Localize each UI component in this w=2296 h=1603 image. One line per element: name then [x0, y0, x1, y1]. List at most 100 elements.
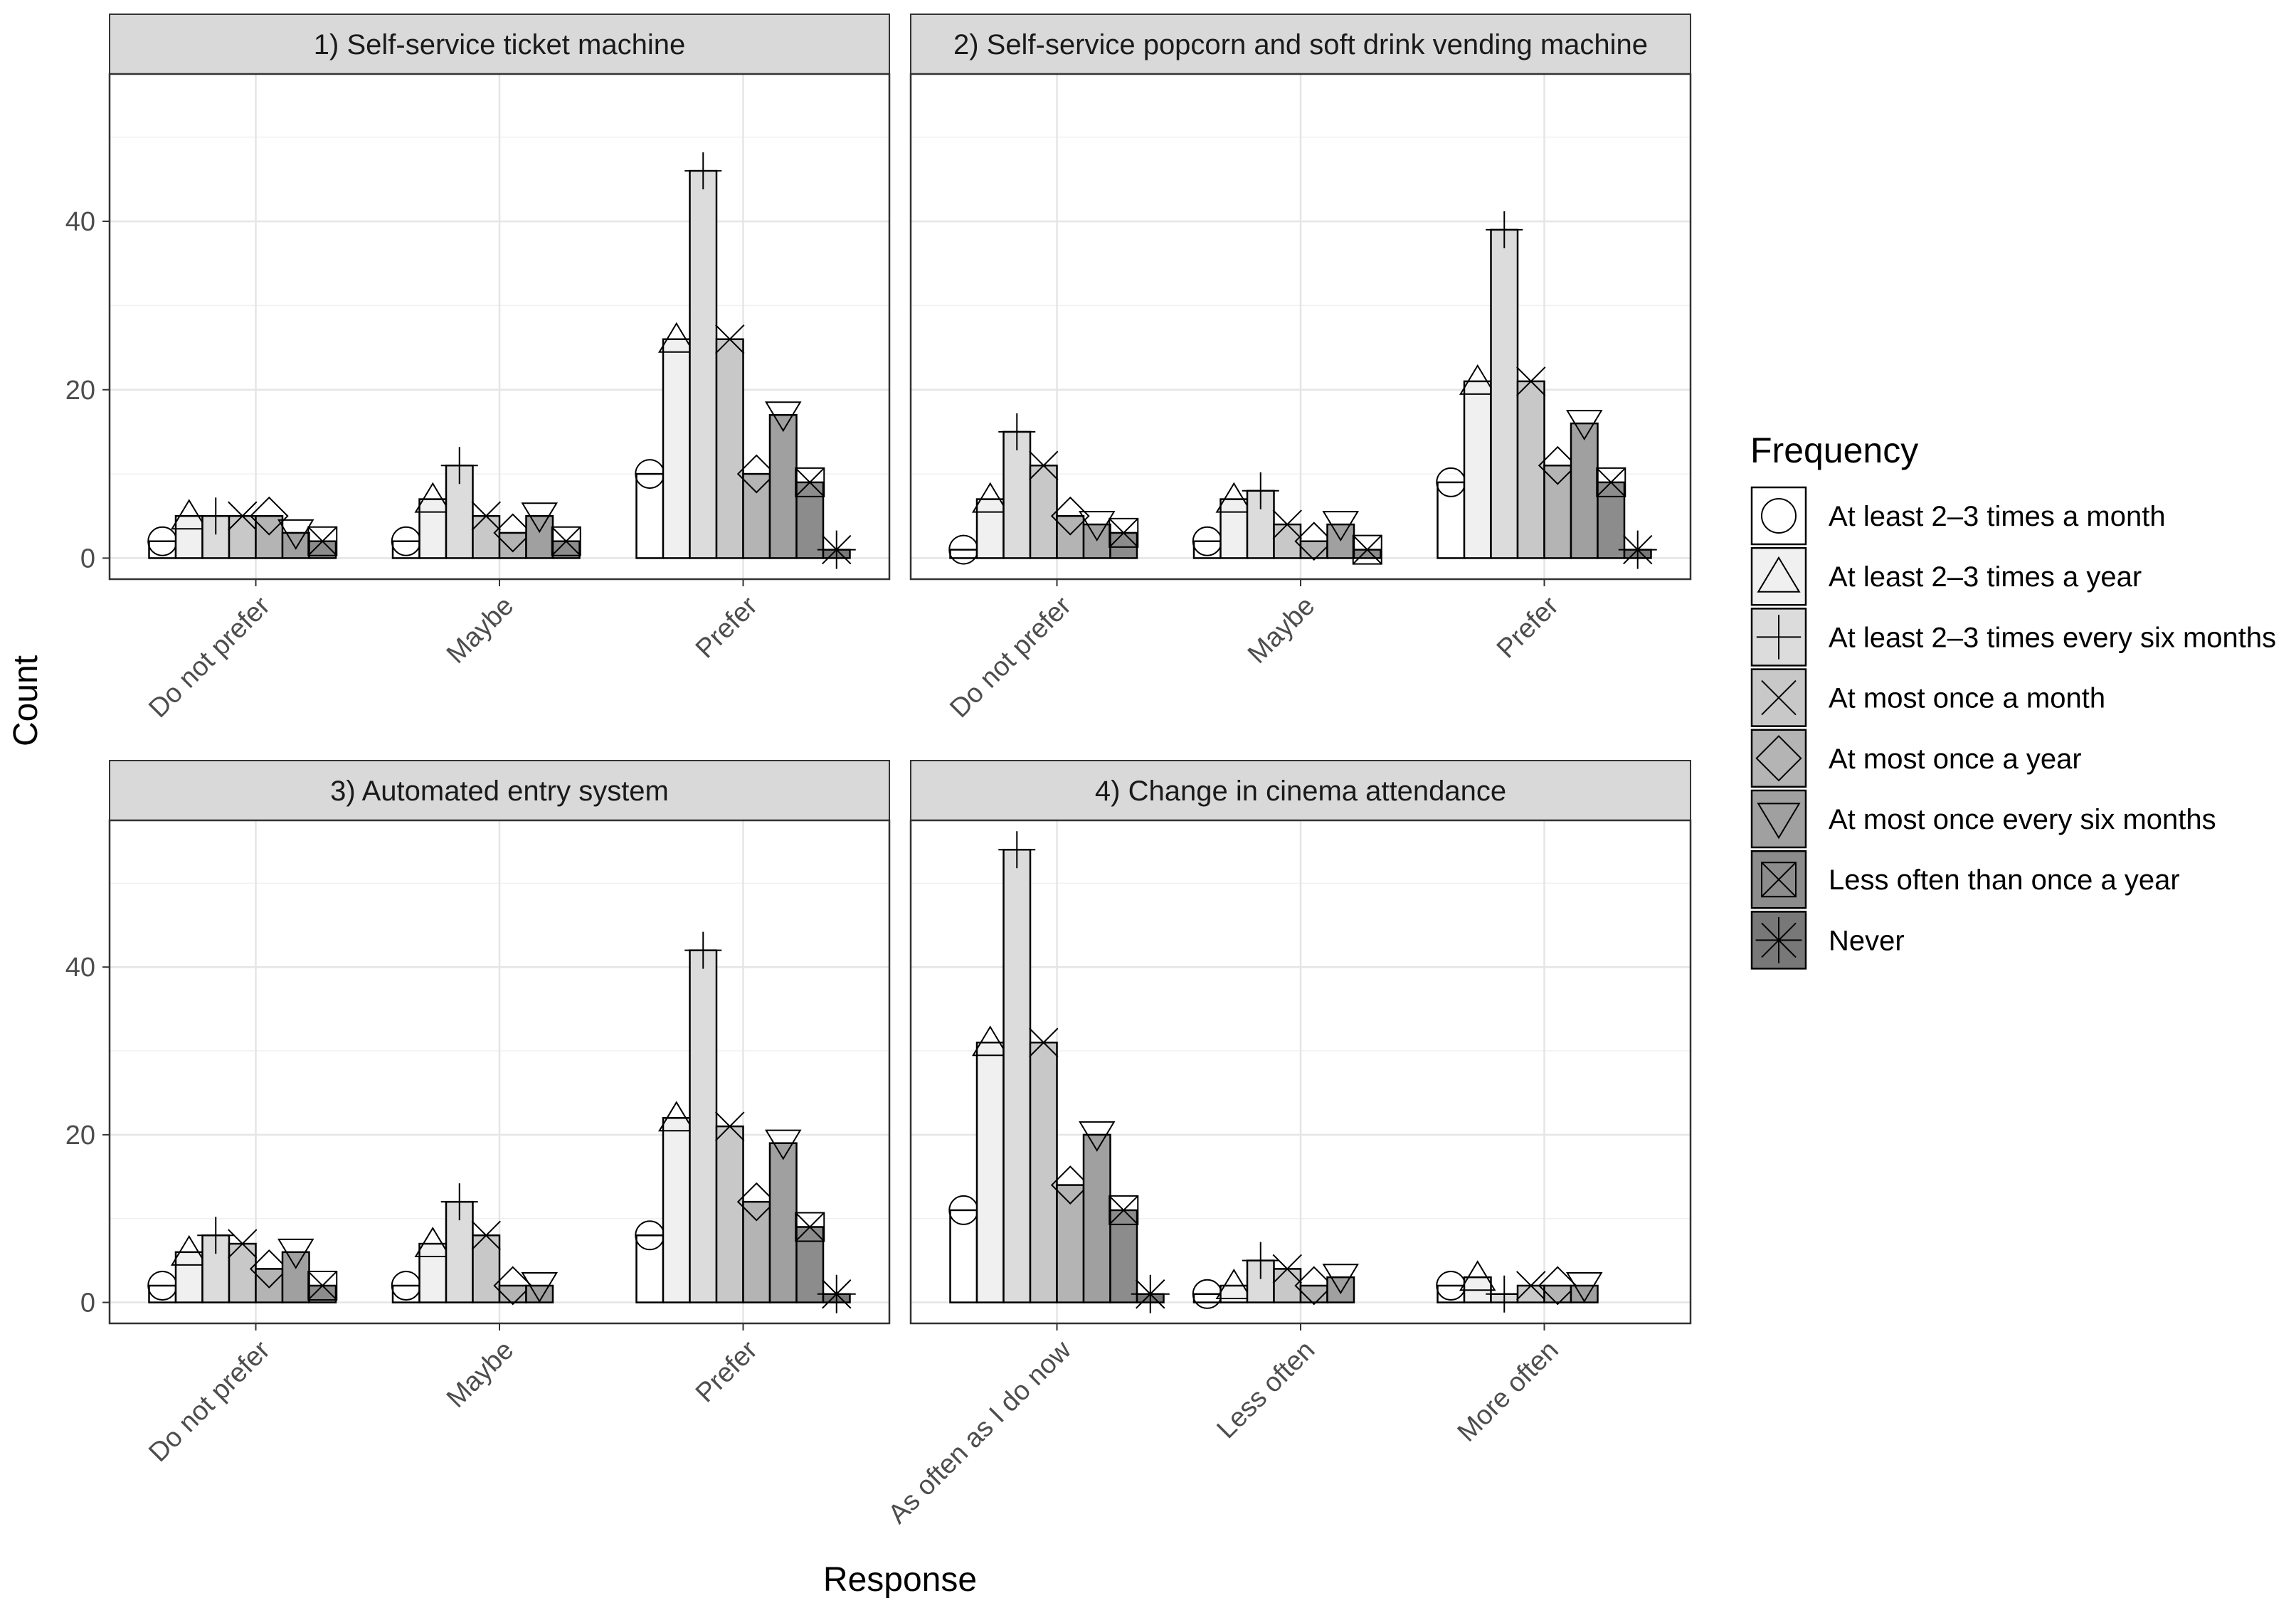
x-tick-label: Do not prefer — [143, 1335, 276, 1468]
bar-marker — [971, 1025, 1009, 1057]
bar — [228, 515, 257, 559]
bar-marker — [170, 1234, 208, 1266]
bar — [768, 1142, 798, 1303]
legend-label: At most once a year — [1829, 744, 2082, 775]
y-tick-label: 20 — [65, 376, 95, 406]
bar — [975, 498, 1005, 559]
panel-title: 1) Self-service ticket machine — [314, 29, 685, 60]
bar-marker — [736, 454, 776, 494]
bar — [689, 949, 718, 1303]
bar-marker — [521, 1271, 559, 1303]
bar — [662, 1117, 691, 1303]
bar-marker — [493, 513, 533, 553]
bar — [1543, 465, 1572, 559]
legend-label: At least 2–3 times a year — [1829, 561, 2142, 593]
bar-marker — [684, 152, 722, 190]
bar-marker — [1242, 472, 1279, 509]
bar-marker — [1272, 1254, 1302, 1284]
bar — [1570, 1284, 1599, 1303]
legend-label: At most once every six months — [1829, 804, 2216, 835]
bar-marker — [277, 1238, 314, 1269]
bar-marker — [998, 831, 1036, 869]
bar — [1326, 1276, 1355, 1303]
panel-1: 1) Self-service ticket machine 0 20 40 Do no… — [65, 14, 891, 724]
bar-marker — [551, 526, 581, 556]
bar-marker — [1516, 1271, 1546, 1301]
bar-marker — [1459, 1260, 1496, 1291]
x-tick-label: Prefer — [690, 591, 763, 664]
y-tick-label: 20 — [65, 1121, 95, 1150]
bar — [1516, 380, 1545, 559]
bar-marker — [414, 1227, 452, 1258]
bar — [1273, 1268, 1302, 1303]
bar — [472, 1234, 501, 1303]
y-axis-title: Count — [7, 655, 45, 746]
panel-strip — [109, 760, 890, 821]
bar-marker — [1486, 211, 1523, 248]
x-tick-label: Prefer — [690, 1335, 763, 1408]
legend-key — [1750, 729, 1807, 788]
bar-marker — [249, 1249, 289, 1289]
bar-marker — [307, 526, 338, 556]
bar-marker — [1050, 1165, 1090, 1205]
bar — [281, 1251, 310, 1303]
bar-marker — [1538, 445, 1577, 485]
bar-marker — [1596, 467, 1626, 497]
bar-marker — [228, 1229, 258, 1259]
bar-marker — [1618, 530, 1657, 569]
bar — [418, 1242, 448, 1303]
y-tick-label: 0 — [80, 544, 95, 573]
panel-title: 2) Self-service popcorn and soft drink v… — [953, 29, 1648, 60]
bar-marker — [1459, 364, 1496, 395]
bar-marker — [197, 1217, 235, 1254]
bar-marker — [971, 482, 1009, 513]
bar — [1029, 465, 1058, 559]
legend-label: At most once a month — [1829, 683, 2105, 714]
bar-marker — [170, 499, 208, 530]
bar-marker — [1029, 450, 1059, 480]
bar — [418, 498, 448, 559]
bar — [174, 1251, 203, 1303]
legend-key — [1750, 486, 1807, 546]
bar-marker — [307, 1270, 338, 1301]
legend-label: Never — [1829, 925, 1905, 956]
x-tick-label: Prefer — [1491, 591, 1565, 664]
x-axis-title: Response — [823, 1561, 977, 1599]
bar-marker — [277, 519, 314, 550]
bar-marker — [817, 1274, 856, 1313]
bar — [1082, 1133, 1111, 1303]
bar — [742, 1200, 771, 1303]
panel-2: 2) Self-service popcorn and soft drink v… — [909, 14, 1692, 724]
bar — [795, 481, 825, 559]
bar-marker — [764, 401, 802, 433]
legend-title: Frequency — [1750, 430, 1918, 470]
bar-marker — [998, 413, 1036, 450]
bar — [689, 169, 718, 559]
bar-marker — [1242, 1242, 1279, 1279]
bar-marker — [736, 1182, 776, 1222]
x-tick-label: Do not prefer — [944, 591, 1077, 724]
legend-marker — [1761, 498, 1797, 534]
legend-label: Less often than once a year — [1829, 864, 2180, 896]
x-tick-label: Do not prefer — [143, 591, 276, 724]
bar-marker — [764, 1129, 802, 1160]
x-tick-label: Maybe — [1242, 591, 1321, 670]
bar-marker — [521, 502, 559, 534]
bar — [635, 472, 665, 559]
legend-marker — [1761, 679, 1797, 716]
bar-marker — [1565, 410, 1603, 441]
bar-marker — [1322, 511, 1360, 542]
y-tick-label: 40 — [65, 953, 95, 983]
bar-marker — [1294, 1266, 1334, 1306]
bar — [498, 531, 527, 559]
panel-strip — [109, 14, 890, 75]
bar — [975, 1042, 1005, 1303]
bar-marker — [1078, 1121, 1116, 1152]
bar-marker — [795, 467, 825, 497]
bar-marker — [795, 1212, 825, 1242]
bar-marker — [440, 1183, 478, 1221]
bar — [1273, 523, 1302, 559]
legend-marker — [1756, 615, 1802, 660]
y-tick-label: 0 — [80, 1289, 95, 1318]
